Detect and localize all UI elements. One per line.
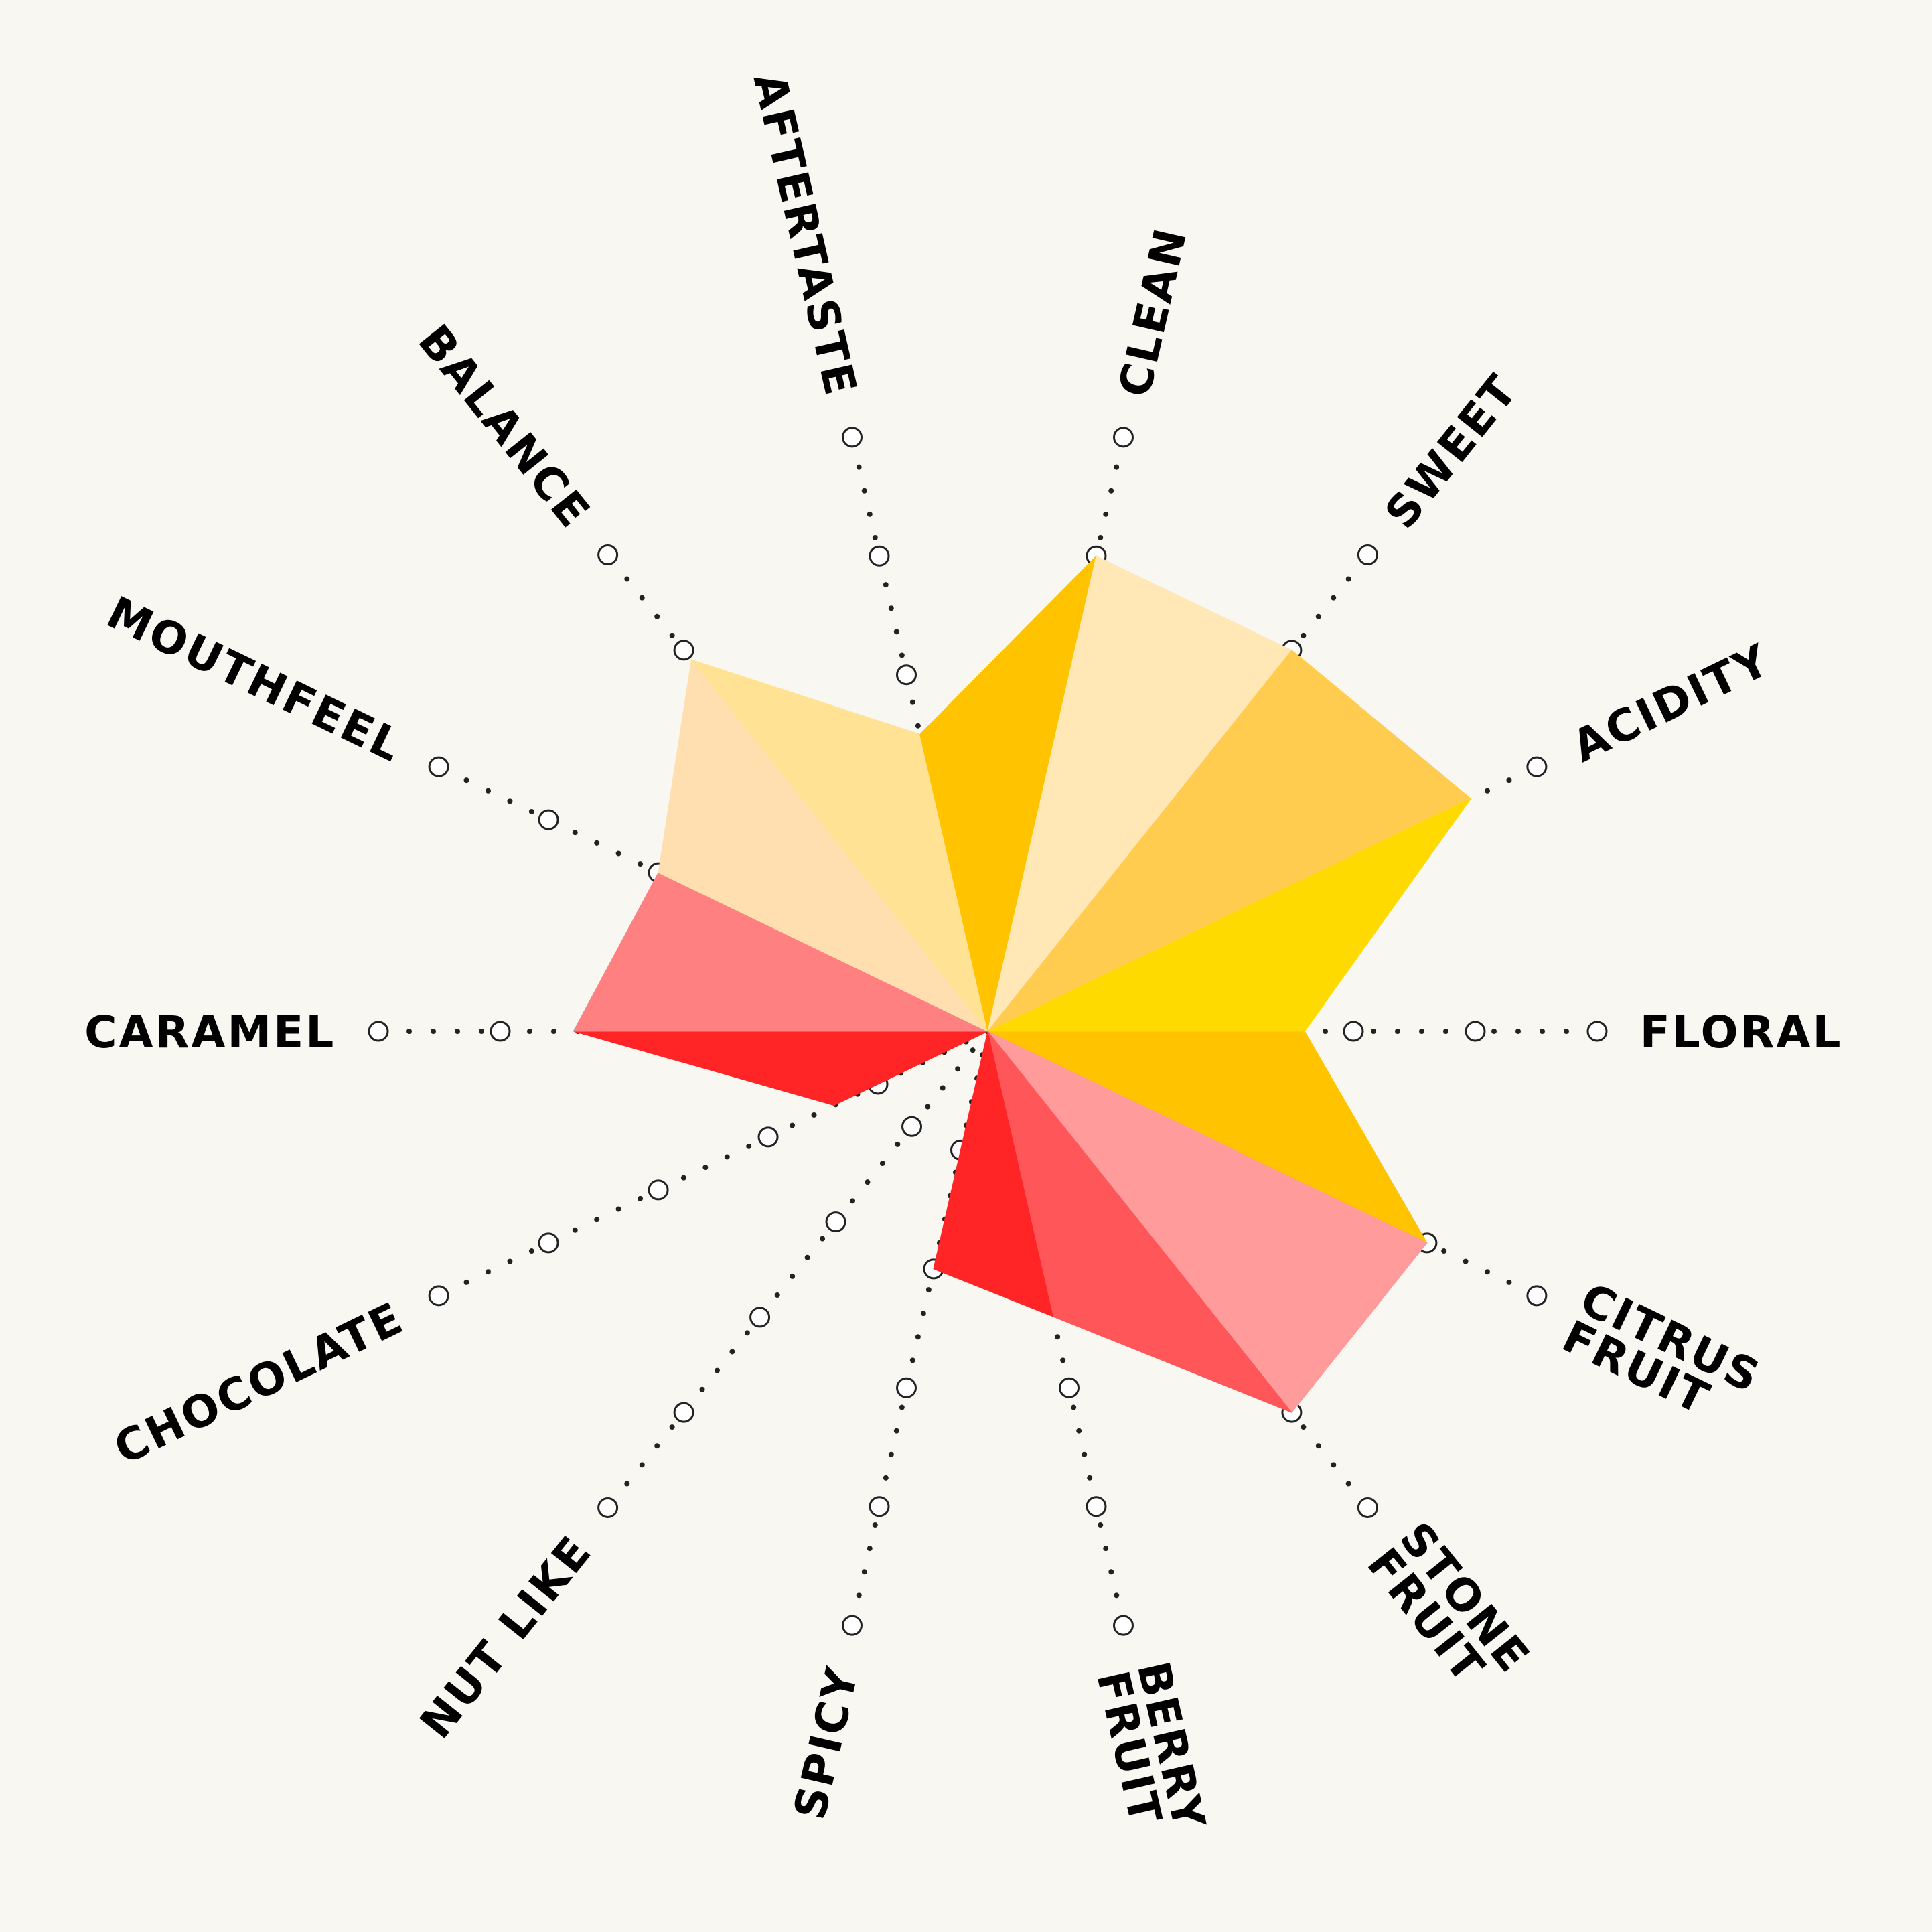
axis-label-line: CARAMEL (84, 1007, 336, 1058)
level-marker-nut-like-4 (673, 1402, 694, 1423)
level-marker-nut-like-2 (825, 1211, 846, 1233)
level-marker-aftertaste-4 (869, 545, 890, 567)
value-polygon (573, 554, 1472, 1414)
axis-lines (376, 434, 1600, 1629)
level-marker-caramel-4 (490, 1021, 511, 1042)
level-marker-chocolate-4 (538, 1232, 559, 1254)
level-marker-spicy-3 (896, 1377, 917, 1398)
level-marker-nut-like-5 (597, 1497, 619, 1518)
level-marker-acidity-5 (1526, 756, 1548, 777)
axis-line-clean (985, 434, 1126, 1034)
value-segment-spicy (933, 1031, 988, 1269)
axis-line-nut-like (605, 1029, 990, 1511)
level-marker-nut-like-1 (901, 1116, 923, 1137)
level-marker-mouthfeel-5 (428, 756, 449, 777)
axis-line-aftertaste (849, 434, 990, 1034)
axis-line-berry-fruit (985, 1029, 1126, 1629)
level-marker-floral-4 (1465, 1021, 1486, 1042)
level-marker-balance-4 (673, 640, 694, 661)
axis-label-caramel: CARAMEL (84, 1007, 336, 1058)
axis-line-stone-fruit (985, 1029, 1371, 1511)
level-marker-floral-5 (1586, 1021, 1608, 1042)
level-marker-floral-3 (1343, 1021, 1364, 1042)
level-marker-mouthfeel-4 (538, 809, 559, 830)
level-marker-caramel-5 (368, 1021, 389, 1042)
level-marker-stone-fruit-5 (1357, 1497, 1378, 1518)
axis-line-spicy (849, 1029, 990, 1629)
level-marker-chocolate-5 (428, 1285, 449, 1307)
axis-line-balance (605, 552, 990, 1034)
level-marker-spicy-4 (869, 1496, 890, 1517)
level-marker-berry-fruit-4 (1086, 1496, 1107, 1517)
axis-label-line: FLORAL (1640, 1007, 1843, 1058)
axis-line-citrus-fruit (985, 1029, 1540, 1298)
axis-line-mouthfeel (436, 764, 990, 1034)
level-marker-aftertaste-5 (842, 427, 863, 448)
level-marker-chocolate-2 (757, 1126, 779, 1148)
level-marker-nut-like-3 (749, 1307, 771, 1328)
level-marker-aftertaste-3 (896, 664, 917, 686)
level-marker-berry-fruit-3 (1058, 1377, 1080, 1398)
level-marker-clean-5 (1112, 427, 1134, 448)
axis-line-sweet (985, 552, 1371, 1034)
axis-line-chocolate (436, 1029, 990, 1298)
level-marker-balance-5 (597, 544, 619, 566)
level-marker-spicy-5 (842, 1615, 863, 1636)
level-marker-chocolate-3 (648, 1179, 669, 1201)
level-marker-berry-fruit-5 (1112, 1615, 1134, 1636)
level-marker-citrus-fruit-5 (1526, 1285, 1548, 1307)
value-segment-acidity (987, 798, 1471, 1032)
level-marker-sweet-5 (1357, 544, 1378, 566)
axis-label-floral: FLORAL (1640, 1007, 1843, 1058)
